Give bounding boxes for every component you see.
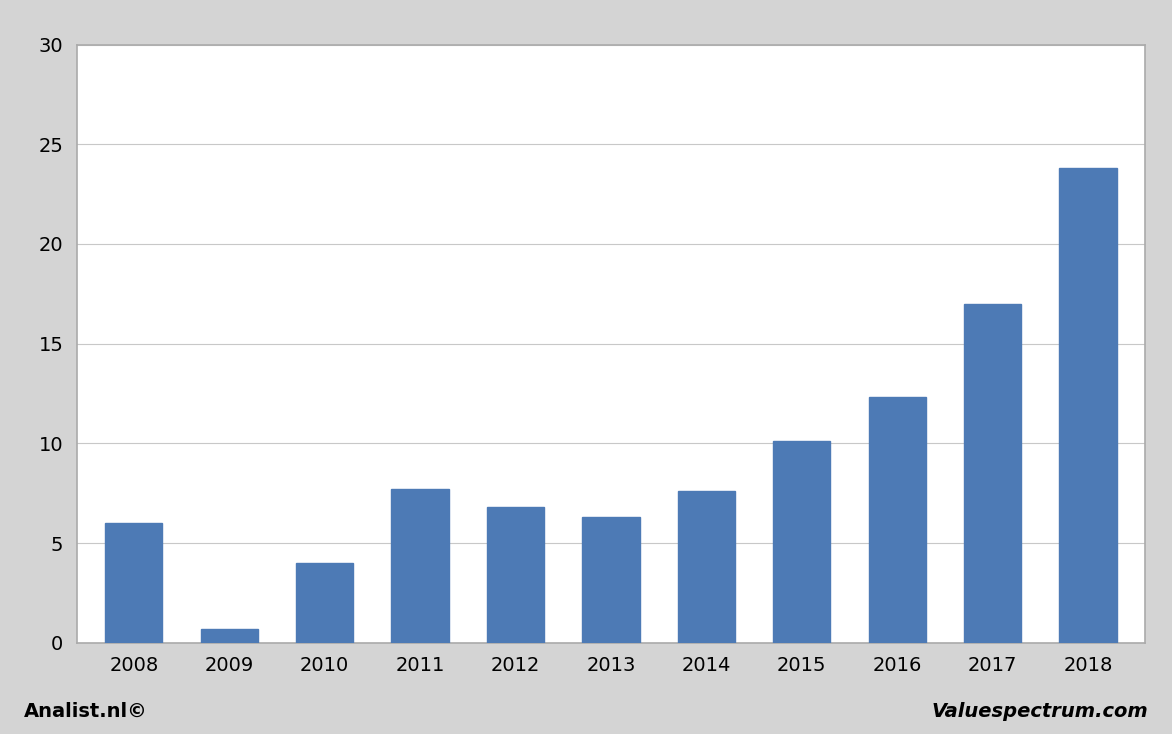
Bar <box>1059 168 1117 643</box>
Text: Analist.nl©: Analist.nl© <box>23 702 148 721</box>
Bar <box>965 304 1021 643</box>
Bar <box>391 490 449 643</box>
Bar <box>677 491 735 643</box>
Bar <box>582 517 640 643</box>
Bar <box>774 441 831 643</box>
Bar <box>868 398 926 643</box>
Bar <box>105 523 163 643</box>
Bar <box>486 507 544 643</box>
Bar <box>200 629 258 643</box>
Text: Valuespectrum.com: Valuespectrum.com <box>932 702 1149 721</box>
Bar <box>297 563 353 643</box>
